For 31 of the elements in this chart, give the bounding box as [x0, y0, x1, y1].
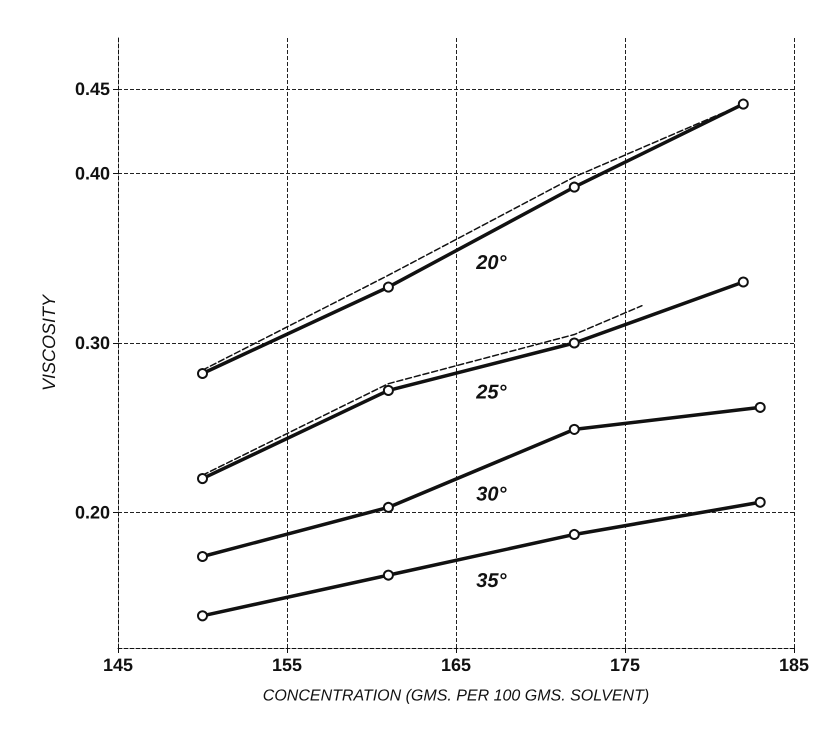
point: [197, 610, 208, 622]
x-tick-label: 155: [272, 655, 302, 675]
series-label: 25°: [475, 382, 508, 404]
point: [568, 182, 580, 193]
y-tick-label: 0.30: [74, 333, 110, 353]
y-tick-label: 0.45: [74, 78, 110, 99]
x-axis-title: CONCENTRATION (GMS. PER 100 GMS. SOLVENT): [262, 688, 650, 704]
point: [197, 551, 208, 562]
point: [738, 276, 749, 288]
point: [568, 424, 580, 435]
series-label: 35°: [476, 570, 508, 592]
series-label: 30°: [476, 483, 508, 506]
point: [382, 570, 394, 581]
point: [754, 496, 766, 508]
point: [382, 502, 394, 513]
y-tick-label: 0.20: [74, 502, 110, 522]
x-tick-label: 165: [440, 655, 472, 675]
point: [197, 368, 208, 379]
series-label: 20°: [475, 252, 508, 274]
y-tick-label: 0.40: [74, 164, 110, 184]
point: [738, 98, 749, 110]
point: [568, 528, 580, 540]
x-tick-label: 175: [610, 655, 640, 675]
point: [754, 402, 766, 413]
y-axis-title: VISCOSITY: [39, 293, 59, 392]
point: [382, 282, 394, 293]
point: [197, 473, 208, 484]
point: [382, 384, 394, 396]
x-tick-label: 145: [102, 655, 134, 675]
point: [568, 338, 580, 348]
x-tick-label: 185: [778, 655, 810, 675]
